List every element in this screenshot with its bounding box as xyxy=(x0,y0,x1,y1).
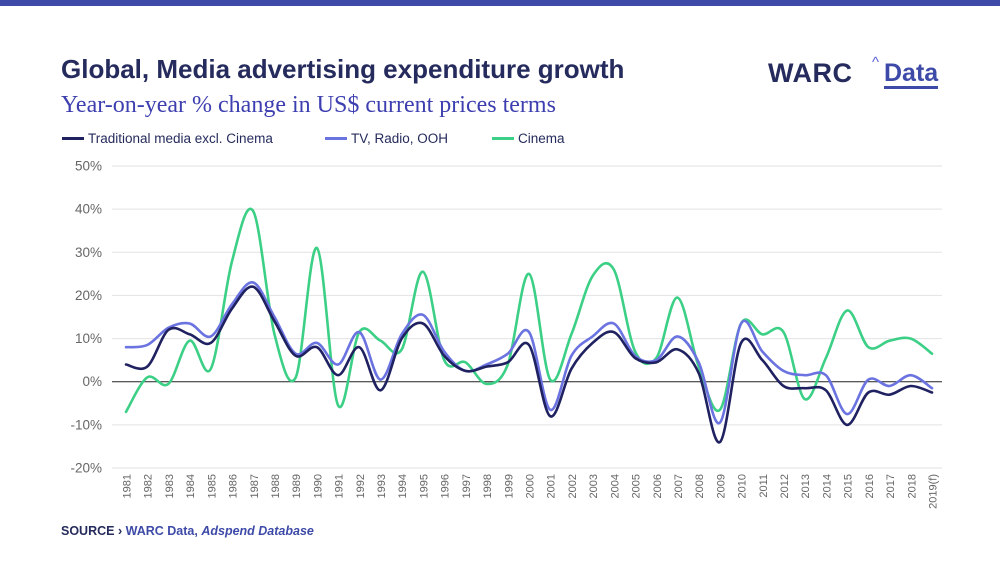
x-tick-label: 2001 xyxy=(546,474,558,498)
source-name: WARC Data, xyxy=(125,524,198,538)
x-tick-label: 2008 xyxy=(694,474,706,498)
x-tick-label: 1983 xyxy=(164,474,176,498)
logo-brand: WARC xyxy=(768,58,853,88)
x-tick-label: 1994 xyxy=(397,474,409,498)
chart-title: Global, Media advertising expenditure gr… xyxy=(61,54,625,84)
y-tick-label: 50% xyxy=(75,159,102,174)
legend-label-traditional: Traditional media excl. Cinema xyxy=(88,131,273,146)
x-tick-label: 2003 xyxy=(588,474,600,498)
x-tick-label: 1996 xyxy=(440,474,452,498)
x-tick-label: 1986 xyxy=(228,474,240,498)
x-tick-label: 1992 xyxy=(355,474,367,498)
x-tick-label: 1988 xyxy=(270,474,282,498)
x-tick-label: 1989 xyxy=(291,474,303,498)
legend-item-traditional: Traditional media excl. Cinema xyxy=(62,131,273,146)
x-tick-label: 2006 xyxy=(652,474,664,498)
x-tick-label: 2013 xyxy=(800,474,812,498)
legend-swatch-tv-radio-ooh xyxy=(325,137,347,140)
x-tick-label: 2004 xyxy=(609,474,621,498)
x-tick-label: 2012 xyxy=(779,474,791,498)
legend-swatch-cinema xyxy=(492,137,514,140)
x-tick-label: 1999 xyxy=(503,474,515,498)
x-tick-label: 2007 xyxy=(673,474,685,498)
x-tick-label: 1998 xyxy=(482,474,494,498)
x-tick-label: 2015 xyxy=(843,474,855,498)
x-tick-label: 2017 xyxy=(885,474,897,498)
logo-product: Data xyxy=(884,59,939,89)
y-tick-label: 20% xyxy=(75,288,102,303)
legend-label-cinema: Cinema xyxy=(518,131,565,146)
x-tick-label: 1991 xyxy=(334,474,346,498)
x-tick-label: 2002 xyxy=(567,474,579,498)
legend-swatch-traditional xyxy=(62,137,84,140)
x-tick-label: 1981 xyxy=(122,474,134,498)
x-tick-label: 1997 xyxy=(461,474,473,498)
source-note: SOURCE › WARC Data, Adspend Database xyxy=(61,524,314,538)
x-tick-label: 1995 xyxy=(418,474,430,498)
legend-item-cinema: Cinema xyxy=(492,131,565,146)
x-tick-label: 1990 xyxy=(312,474,324,498)
logo-caret-icon: ^ xyxy=(872,54,880,71)
top-accent-bar xyxy=(0,0,1000,6)
x-tick-label: 1984 xyxy=(185,474,197,498)
x-tick-label: 2000 xyxy=(525,474,537,498)
legend-item-tv-radio-ooh: TV, Radio, OOH xyxy=(325,131,448,146)
series-line-traditional xyxy=(124,285,934,444)
source-database: Adspend Database xyxy=(201,524,314,538)
y-tick-label: -20% xyxy=(70,461,102,476)
y-tick-label: 10% xyxy=(75,331,102,346)
x-tick-label: 1987 xyxy=(249,474,261,498)
x-tick-label: 2009 xyxy=(715,474,727,498)
y-tick-label: 0% xyxy=(82,374,102,389)
legend-label-tv-radio-ooh: TV, Radio, OOH xyxy=(351,131,449,146)
series-line-tv-radio-ooh xyxy=(124,281,934,425)
y-tick-label: 40% xyxy=(75,202,102,217)
x-tick-label: 2018 xyxy=(906,474,918,498)
series-line-cinema xyxy=(124,207,934,414)
warc-data-logo: WARC ^ Data xyxy=(768,54,939,92)
x-tick-label: 2014 xyxy=(821,474,833,498)
y-tick-label: -10% xyxy=(70,417,102,432)
x-tick-label: 1985 xyxy=(206,474,218,498)
x-tick-label: 1982 xyxy=(143,474,155,498)
source-label: SOURCE › xyxy=(61,524,123,538)
x-tick-label: 2005 xyxy=(631,474,643,498)
x-tick-label: 2010 xyxy=(737,474,749,498)
x-tick-label: 1993 xyxy=(376,474,388,498)
x-tick-label: 2019(f) xyxy=(928,474,940,509)
x-tick-label: 2011 xyxy=(758,474,770,498)
chart-subtitle: Year-on-year % change in US$ current pri… xyxy=(61,92,556,118)
y-tick-label: 30% xyxy=(75,245,102,260)
x-tick-label: 2016 xyxy=(864,474,876,498)
